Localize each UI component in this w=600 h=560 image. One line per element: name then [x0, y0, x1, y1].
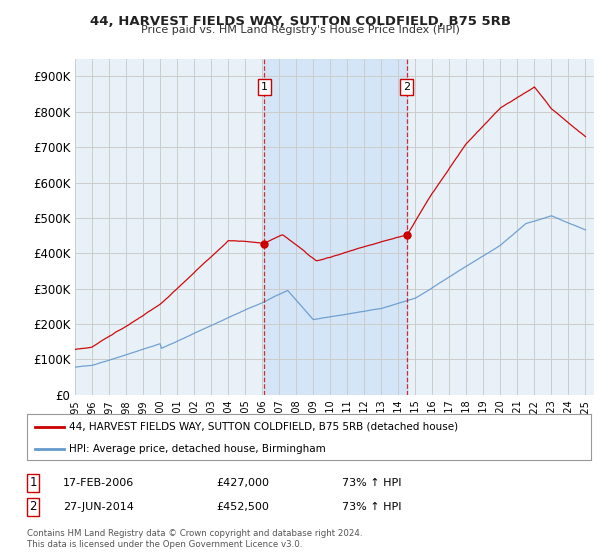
- Bar: [264, 59, 407, 395]
- Text: 44, HARVEST FIELDS WAY, SUTTON COLDFIELD, B75 5RB: 44, HARVEST FIELDS WAY, SUTTON COLDFIELD…: [89, 15, 511, 27]
- Text: 73% ↑ HPI: 73% ↑ HPI: [342, 502, 401, 512]
- Text: 73% ↑ HPI: 73% ↑ HPI: [342, 478, 401, 488]
- Text: 27-JUN-2014: 27-JUN-2014: [63, 502, 134, 512]
- Text: HPI: Average price, detached house, Birmingham: HPI: Average price, detached house, Birm…: [70, 444, 326, 454]
- Text: Contains HM Land Registry data © Crown copyright and database right 2024.
This d: Contains HM Land Registry data © Crown c…: [27, 529, 362, 549]
- Text: £452,500: £452,500: [216, 502, 269, 512]
- Text: Price paid vs. HM Land Registry's House Price Index (HPI): Price paid vs. HM Land Registry's House …: [140, 25, 460, 35]
- Text: 1: 1: [261, 82, 268, 92]
- Text: £427,000: £427,000: [216, 478, 269, 488]
- Text: 2: 2: [403, 82, 410, 92]
- Text: 2: 2: [29, 500, 37, 514]
- Text: 17-FEB-2006: 17-FEB-2006: [63, 478, 134, 488]
- Text: 1: 1: [29, 476, 37, 489]
- Text: 44, HARVEST FIELDS WAY, SUTTON COLDFIELD, B75 5RB (detached house): 44, HARVEST FIELDS WAY, SUTTON COLDFIELD…: [70, 422, 458, 432]
